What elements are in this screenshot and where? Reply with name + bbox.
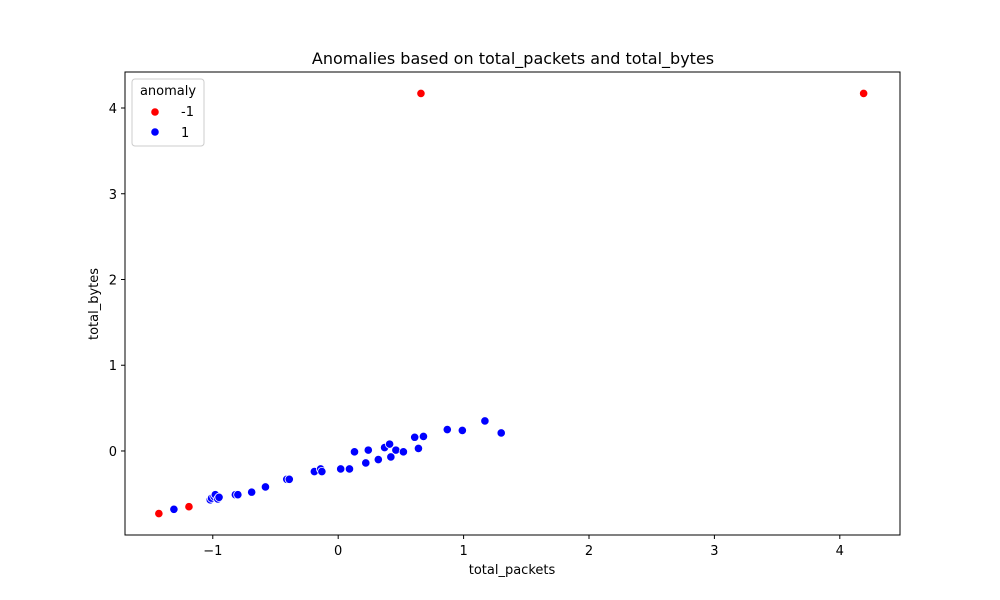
x-tick-label: 2 (585, 544, 593, 559)
normal-point (373, 454, 383, 465)
legend-marker-normal (151, 128, 159, 136)
legend: anomaly -1 1 (131, 78, 205, 147)
normal-point (386, 452, 396, 462)
normal-point (214, 492, 224, 502)
normal-point (413, 443, 424, 454)
normal-point (260, 482, 271, 492)
normal-point (361, 458, 371, 468)
normal-point (349, 447, 360, 457)
normal-point (418, 431, 429, 441)
normal-point (398, 447, 408, 457)
normal-point (169, 504, 179, 514)
y-tick-label: 4 (109, 102, 117, 117)
data-points (154, 88, 869, 519)
normal-point (410, 432, 420, 442)
x-tick-label: 3 (710, 544, 718, 559)
legend-title: anomaly (140, 84, 196, 99)
normal-point (480, 416, 490, 426)
plot-area (124, 71, 901, 536)
normal-point (442, 424, 452, 435)
y-tick-label: 1 (109, 359, 117, 374)
normal-point (385, 439, 395, 449)
normal-point (317, 466, 327, 477)
normal-point (457, 425, 467, 435)
chart-title: Anomalies based on total_packets and tot… (312, 49, 714, 69)
y-tick-label: 0 (109, 445, 117, 460)
y-tick-label: 2 (109, 273, 117, 288)
normal-point (233, 490, 243, 500)
legend-label-normal: 1 (181, 126, 189, 141)
normal-point (344, 464, 355, 474)
legend-box (131, 78, 205, 147)
x-axis-label: total_packets (469, 563, 556, 578)
legend-marker-anomaly (151, 108, 159, 116)
x-axis: −1 0 1 2 3 4 (203, 535, 844, 559)
normal-point (336, 464, 346, 474)
anomaly-point (859, 88, 869, 99)
legend-label-anomaly: -1 (181, 105, 194, 120)
anomaly-point (154, 508, 164, 519)
y-axis-label: total_bytes (87, 268, 102, 340)
x-tick-label: 0 (334, 544, 342, 559)
normal-point (391, 445, 401, 455)
anomaly-point (184, 502, 194, 512)
normal-point (363, 445, 373, 455)
x-tick-label: 1 (459, 544, 467, 559)
normal-point (284, 474, 294, 484)
normal-point (247, 487, 257, 497)
normal-point (496, 428, 506, 438)
anomaly-point (416, 88, 426, 99)
x-tick-label: −1 (203, 544, 222, 559)
y-tick-label: 3 (109, 188, 117, 203)
x-tick-label: 4 (836, 544, 844, 559)
y-axis: 0 1 2 3 4 (109, 102, 125, 460)
